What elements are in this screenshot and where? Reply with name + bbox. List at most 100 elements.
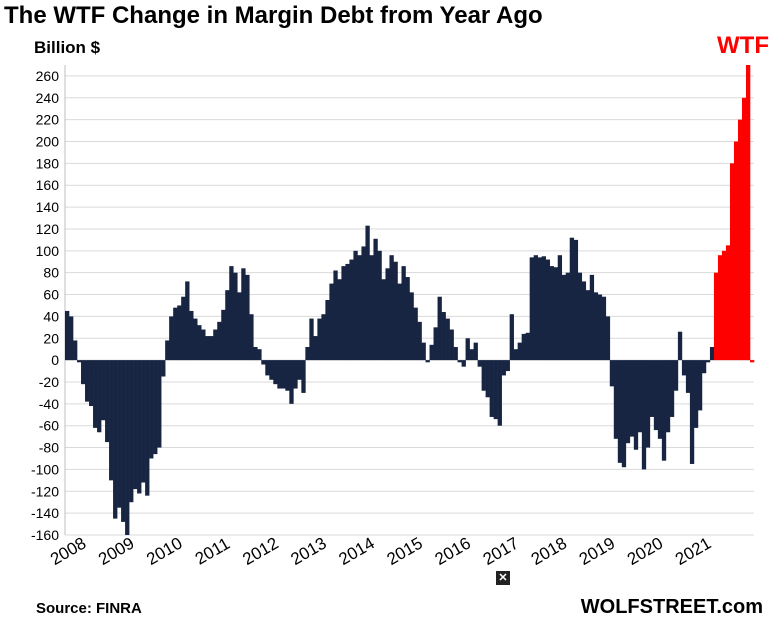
bar — [325, 300, 330, 361]
bar — [625, 360, 631, 444]
bar — [369, 255, 374, 361]
y-tick-label: -140 — [31, 505, 59, 521]
bar — [169, 316, 174, 361]
bar — [261, 360, 266, 365]
wtf-annotation: WTF — [717, 32, 769, 59]
bar — [465, 338, 470, 361]
bar — [301, 360, 306, 393]
bar — [173, 307, 178, 361]
bar — [553, 267, 559, 361]
bar — [385, 268, 390, 361]
x-tick-label: 2018 — [528, 534, 570, 569]
x-tick-label: 2010 — [143, 534, 185, 569]
bar — [389, 255, 394, 361]
bar — [529, 257, 534, 361]
bar — [429, 344, 434, 361]
y-tick-label: 60 — [43, 287, 59, 303]
bar — [449, 329, 454, 361]
bar — [233, 272, 238, 361]
y-tick-label: 0 — [51, 352, 59, 368]
bar — [93, 360, 98, 428]
bar — [469, 349, 474, 361]
x-tick-label: 2021 — [672, 534, 714, 569]
bar — [501, 360, 506, 376]
bar — [585, 290, 591, 361]
bar — [153, 360, 158, 455]
x-tick-label: 2013 — [287, 534, 329, 569]
y-tick-label: 200 — [36, 134, 60, 150]
bar — [525, 332, 530, 361]
bar — [565, 272, 571, 361]
bar — [297, 360, 302, 380]
bar — [181, 296, 186, 361]
bar — [305, 347, 310, 361]
bar — [489, 360, 494, 417]
bar — [665, 360, 671, 433]
bar — [421, 342, 426, 361]
bar — [729, 163, 735, 361]
bar — [705, 360, 711, 363]
close-icon[interactable]: ✕ — [496, 571, 510, 585]
bar — [737, 119, 743, 361]
bar — [725, 245, 731, 361]
bar — [589, 274, 595, 361]
bar — [497, 360, 502, 426]
x-tick-label: 2012 — [239, 534, 281, 569]
bar — [125, 360, 130, 535]
bar — [349, 259, 354, 361]
x-tick-label: 2014 — [336, 534, 378, 569]
y-tick-label: -60 — [39, 418, 59, 434]
bar — [605, 316, 611, 361]
bar — [213, 329, 218, 361]
bar — [141, 360, 146, 483]
bar — [289, 360, 294, 404]
bar — [569, 237, 575, 361]
bar — [197, 325, 202, 361]
bar — [149, 360, 154, 459]
bar — [621, 360, 627, 468]
bar — [89, 360, 94, 407]
bar — [329, 283, 334, 361]
bar — [441, 312, 446, 361]
bar — [541, 256, 546, 361]
bar — [345, 263, 350, 361]
bar — [677, 331, 683, 361]
x-tick-label: 2016 — [432, 534, 474, 569]
bar — [633, 360, 639, 450]
bar — [85, 360, 90, 402]
bar — [97, 360, 102, 433]
bar — [513, 349, 518, 361]
bar — [445, 318, 450, 361]
chart-title: The WTF Change in Margin Debt from Year … — [4, 2, 543, 29]
y-tick-label: 180 — [36, 155, 60, 171]
bar — [337, 279, 342, 361]
bar — [129, 360, 134, 503]
y-tick-label: 260 — [36, 68, 60, 84]
bar — [637, 360, 643, 433]
bar — [669, 360, 675, 417]
y-tick-label: 80 — [43, 265, 59, 281]
bar — [73, 340, 78, 361]
bar — [693, 360, 699, 428]
bar — [593, 292, 599, 361]
bar — [649, 360, 655, 417]
bar — [357, 255, 362, 361]
y-tick-label: -40 — [39, 396, 59, 412]
bar — [157, 360, 162, 448]
bar — [413, 307, 418, 361]
bar — [189, 310, 194, 361]
y-tick-label: -80 — [39, 440, 59, 456]
bar — [81, 360, 86, 385]
x-tick-label: 2019 — [576, 534, 618, 569]
bar — [557, 255, 563, 361]
bar — [77, 360, 82, 363]
bar — [341, 266, 346, 361]
bar — [265, 360, 270, 376]
bar — [417, 321, 422, 361]
source-note: Source: FINRA — [36, 600, 142, 617]
bar — [681, 360, 687, 376]
bar — [653, 360, 659, 431]
bar — [493, 360, 498, 420]
bar — [485, 360, 490, 398]
